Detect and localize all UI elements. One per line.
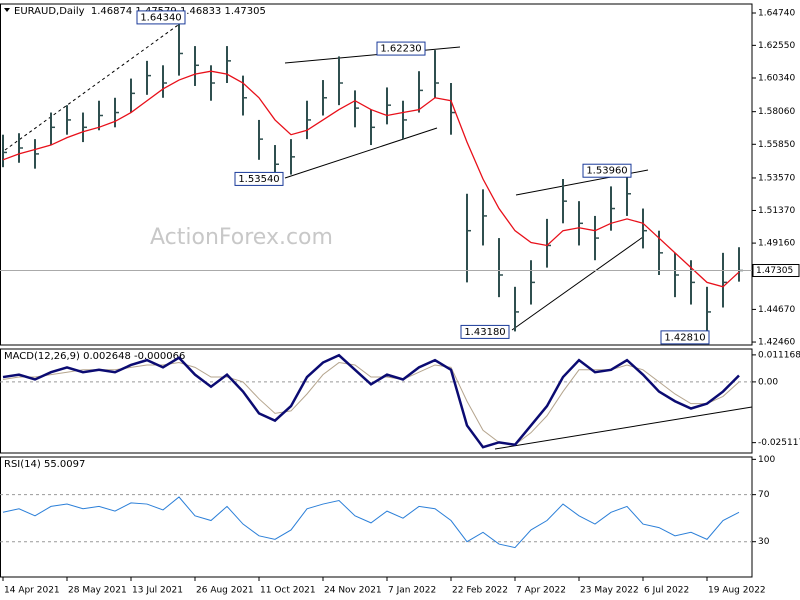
annotation-label: 1.64340 bbox=[140, 12, 181, 23]
indicator-line bbox=[2, 362, 740, 446]
x-tick-label: 7 Apr 2022 bbox=[516, 586, 566, 596]
annotation-box bbox=[660, 330, 710, 345]
y-tick-label: 70 bbox=[758, 490, 770, 500]
x-tick-label: 7 Jan 2022 bbox=[388, 586, 436, 596]
annotation-label: 1.53540 bbox=[238, 174, 279, 185]
annotation-label: 1.53960 bbox=[586, 166, 627, 177]
x-tick-label: 22 Feb 2022 bbox=[452, 586, 508, 596]
annotation-box bbox=[136, 10, 186, 25]
y-tick-label: 1.62550 bbox=[758, 41, 795, 51]
x-tick-label: 23 May 2022 bbox=[580, 586, 639, 596]
x-tick-label: 14 Apr 2021 bbox=[4, 586, 60, 596]
y-tick-label: 0.00 bbox=[758, 377, 778, 387]
annotation-box bbox=[582, 163, 632, 178]
pane-title: MACD(12,26,9) 0.002648 -0.000066 bbox=[4, 351, 185, 362]
y-tick-label: 1.42460 bbox=[758, 338, 795, 348]
annotation-label: 1.42810 bbox=[664, 332, 705, 343]
pane-title: RSI(14) 55.0097 bbox=[4, 459, 85, 470]
x-tick-label: 6 Jul 2022 bbox=[644, 586, 689, 596]
x-tick-label: 28 May 2021 bbox=[68, 586, 127, 596]
y-tick-label: 1.58060 bbox=[758, 107, 795, 117]
pane-frame bbox=[0, 348, 753, 454]
y-tick-label: 1.53570 bbox=[758, 173, 795, 183]
annotation-label: 1.62230 bbox=[380, 44, 421, 55]
pane-frame bbox=[0, 3, 753, 346]
last-price-box bbox=[752, 263, 800, 277]
indicator-line bbox=[2, 353, 740, 449]
y-tick-label: -0.025117 bbox=[758, 438, 800, 448]
annotation-box bbox=[234, 171, 284, 186]
indicator-line bbox=[2, 496, 740, 549]
last-price-label: 1.47305 bbox=[756, 266, 793, 276]
trend-line bbox=[284, 127, 438, 179]
trend-line bbox=[284, 46, 461, 64]
trend-line bbox=[511, 236, 644, 331]
x-tick-label: 19 Aug 2022 bbox=[708, 586, 766, 596]
y-tick-label: 1.44670 bbox=[758, 305, 795, 315]
menu-arrow bbox=[4, 8, 10, 12]
annotation-label: 1.43180 bbox=[464, 327, 505, 338]
y-tick-label: 1.60340 bbox=[758, 73, 795, 83]
y-tick-label: 100 bbox=[758, 455, 775, 465]
x-tick-label: 24 Nov 2021 bbox=[324, 586, 382, 596]
annotation-box bbox=[376, 41, 426, 56]
y-tick-label: 1.64740 bbox=[758, 9, 795, 19]
x-tick-label: 13 Jul 2021 bbox=[132, 586, 183, 596]
y-tick-label: 1.49160 bbox=[758, 239, 795, 249]
pane-frame bbox=[0, 456, 753, 578]
y-tick-label: 0.011168 bbox=[758, 350, 800, 360]
trend-line bbox=[4, 19, 186, 151]
annotation-box bbox=[460, 324, 510, 339]
watermark: ActionForex.com bbox=[150, 225, 333, 250]
x-tick-label: 26 Aug 2021 bbox=[196, 586, 254, 596]
trend-lines bbox=[4, 19, 753, 450]
y-tick-label: 1.55850 bbox=[758, 140, 795, 150]
x-tick-label: 11 Oct 2021 bbox=[260, 586, 316, 596]
y-tick-label: 1.51370 bbox=[758, 206, 795, 216]
trend-line bbox=[494, 406, 753, 450]
y-tick-label: 30 bbox=[758, 537, 770, 547]
moving-average bbox=[2, 70, 740, 288]
